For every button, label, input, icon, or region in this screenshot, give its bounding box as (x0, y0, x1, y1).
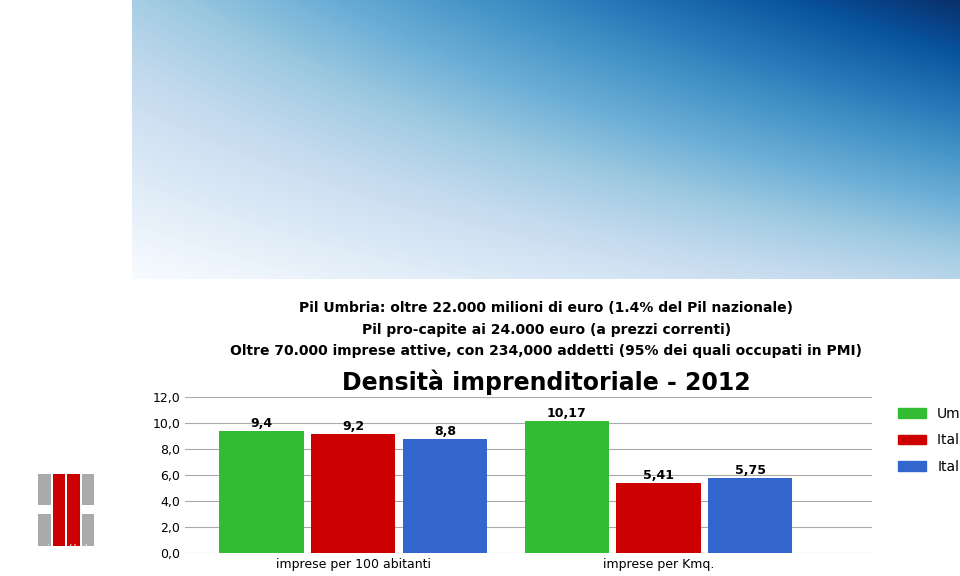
Bar (311, 434, 396, 553)
Bar (708, 479, 792, 553)
Bar (67, 514, 80, 546)
Text: Pil Umbria: oltre 22.000 milioni di euro (1.4% del Pil nazionale): Pil Umbria: oltre 22.000 milioni di euro… (300, 301, 793, 314)
Text: 9,2: 9,2 (342, 420, 364, 433)
Text: Densità imprenditoriale - 2012: Densità imprenditoriale - 2012 (342, 369, 751, 395)
Text: 10,17: 10,17 (547, 407, 587, 420)
Text: Pil pro-capite ai 24.000 euro (a prezzi correnti): Pil pro-capite ai 24.000 euro (a prezzi … (362, 323, 731, 336)
Bar (67, 473, 80, 506)
Text: Oltre 70.000 imprese attive, con 234,000 addetti (95% dei quali occupati in PMI): Oltre 70.000 imprese attive, con 234,000… (230, 344, 862, 358)
Bar (53, 473, 65, 546)
Text: 5,41: 5,41 (643, 469, 674, 482)
Bar (38, 473, 51, 506)
Bar (82, 514, 94, 546)
Bar (38, 514, 51, 546)
Bar (67, 473, 80, 546)
Text: Regione Umbria: Regione Umbria (30, 544, 103, 554)
Bar (402, 439, 487, 553)
Bar (82, 473, 94, 506)
Text: 1: 1 (37, 213, 95, 294)
Bar (616, 483, 701, 553)
Bar (220, 431, 303, 553)
Text: 8,8: 8,8 (434, 425, 456, 438)
Text: 5,75: 5,75 (734, 464, 765, 478)
Bar (53, 514, 65, 546)
Legend: Umbria, Italia centrale, Italia: Umbria, Italia centrale, Italia (893, 401, 960, 479)
Bar (525, 421, 609, 553)
Text: 9,4: 9,4 (251, 417, 273, 430)
Bar (53, 473, 65, 506)
